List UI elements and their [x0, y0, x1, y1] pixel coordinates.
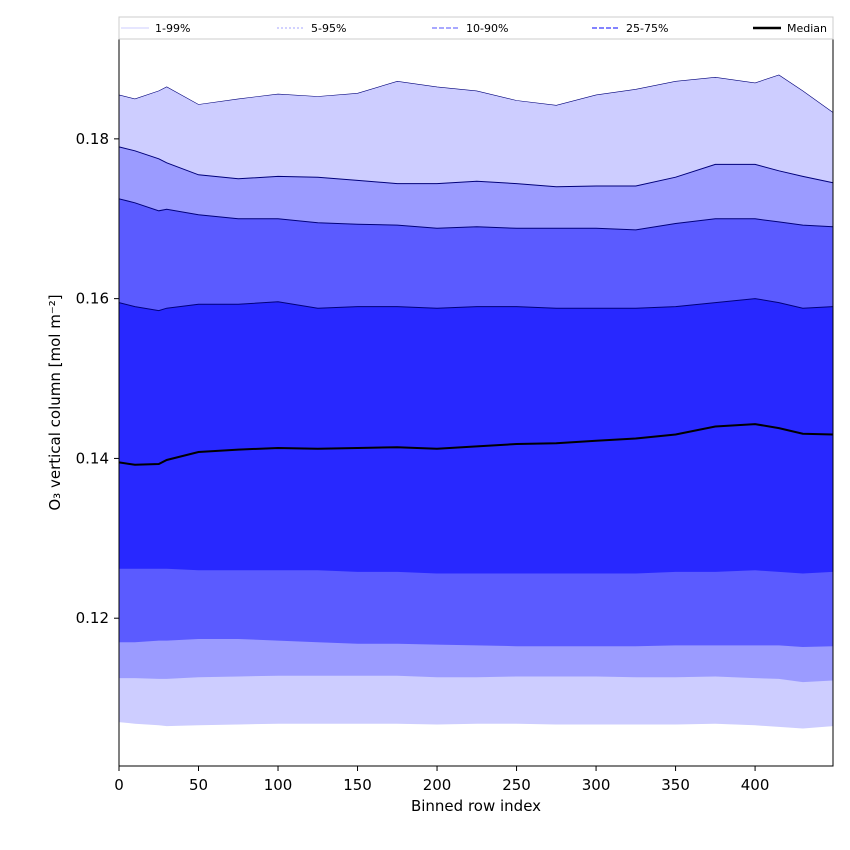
legend-box [118, 16, 834, 40]
x-tick-label: 300 [582, 776, 611, 794]
x-tick-label: 50 [189, 776, 208, 794]
x-tick-label: 100 [264, 776, 293, 794]
x-axis: 0 50 100 150 200 250 300 350 400 [114, 766, 769, 794]
x-axis-label: Binned row index [411, 797, 541, 815]
y-tick-label: 0.18 [76, 130, 109, 148]
y-tick-label: 0.12 [76, 609, 109, 627]
band-upper-edge-10-90pct [118, 198, 834, 231]
x-tick-label: 200 [423, 776, 452, 794]
median-line [118, 423, 834, 466]
y-tick-label: 0.16 [76, 290, 109, 308]
legend: 1-99% 5-95% 10-90% 25-75% Median [118, 16, 834, 40]
median-layer [118, 423, 834, 466]
x-tick-label: 250 [502, 776, 531, 794]
x-tick-label: 0 [114, 776, 124, 794]
band-upper-edge-25-75pct [118, 298, 834, 312]
band-upper-edge-5-95pct [118, 146, 834, 188]
x-tick-label: 150 [343, 776, 372, 794]
band-upper-edge-1-99pct [118, 74, 834, 113]
x-tick-label: 400 [741, 776, 770, 794]
y-axis: 0.12 0.14 0.16 0.18 [76, 130, 119, 627]
x-tick-label: 350 [661, 776, 690, 794]
percentile-bands [118, 74, 834, 729]
y-axis-label: O₃ vertical column [mol m⁻²] [46, 294, 64, 510]
legend-label: 1-99% [155, 22, 190, 35]
legend-label: 5-95% [311, 22, 346, 35]
legend-label: Median [787, 22, 827, 35]
legend-label: 25-75% [626, 22, 668, 35]
legend-label: 10-90% [466, 22, 508, 35]
y-tick-label: 0.14 [76, 449, 109, 467]
band-25-75pct [119, 298, 833, 574]
